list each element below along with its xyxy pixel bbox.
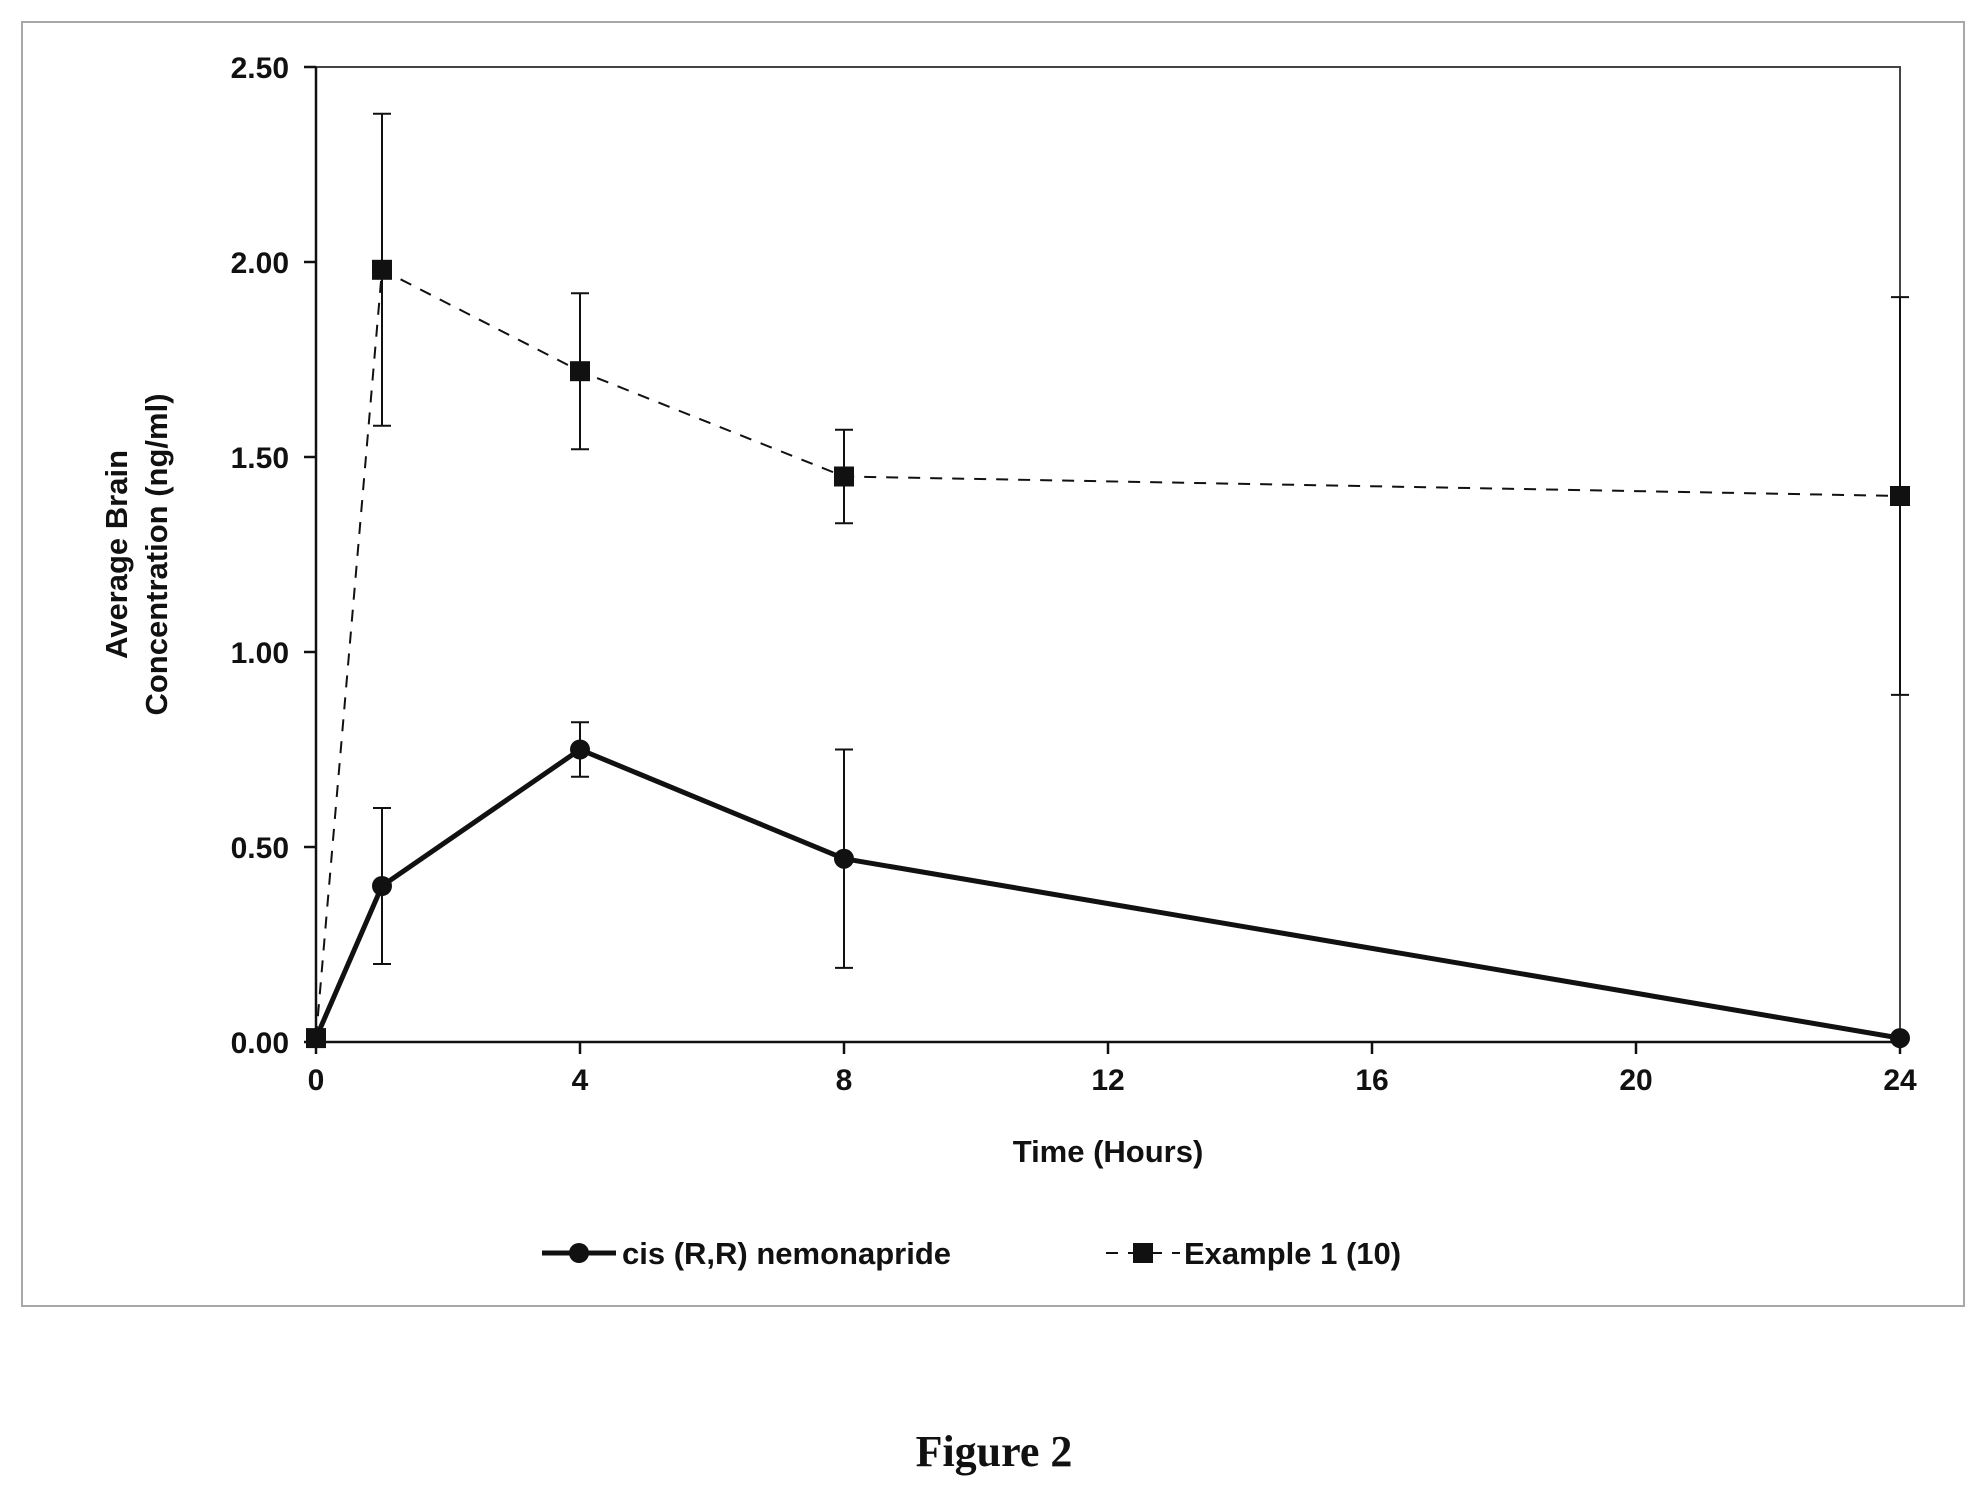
y-axis-title-line-2: Concentration (ng/ml) bbox=[139, 393, 174, 715]
chart-frame bbox=[21, 21, 1965, 1307]
y-tick-label: 0.00 bbox=[231, 1027, 289, 1060]
legend-marker-example-1 bbox=[1133, 1243, 1153, 1263]
x-tick-label: 4 bbox=[572, 1064, 589, 1097]
x-tick-label: 12 bbox=[1091, 1064, 1124, 1097]
x-tick-label: 8 bbox=[836, 1064, 853, 1097]
y-tick-label: 1.50 bbox=[231, 442, 289, 475]
plot-area-border bbox=[315, 66, 1901, 1043]
data-point bbox=[834, 466, 854, 487]
x-tick-label: 20 bbox=[1619, 1064, 1652, 1097]
x-tick-label: 0 bbox=[308, 1064, 325, 1097]
data-point bbox=[1890, 486, 1910, 506]
data-point bbox=[306, 1028, 326, 1049]
x-tick-label: 24 bbox=[1883, 1064, 1917, 1097]
y-tick-label: 0.50 bbox=[231, 832, 289, 865]
y-tick-label: 2.00 bbox=[231, 247, 289, 280]
legend-label-nemonapride: cis (R,R) nemonapride bbox=[622, 1236, 951, 1271]
data-point bbox=[372, 259, 392, 280]
legend-item-example-1: Example 1 (10) bbox=[1106, 1236, 1401, 1271]
legend-item-nemonapride: cis (R,R) nemonapride bbox=[542, 1236, 951, 1271]
legend-marker-nemonapride bbox=[569, 1243, 589, 1263]
chart: 0.00 0.50 1.00 1.50 2.00 2.50 0 4 8 12 16 20 24 Time… bbox=[99, 52, 1917, 1271]
legend: cis (R,R) nemonapride Example 1 (10) bbox=[542, 1236, 1401, 1271]
y-tick-label: 1.00 bbox=[231, 637, 289, 670]
legend-label-example-1: Example 1 (10) bbox=[1184, 1236, 1401, 1271]
y-axis-title-line-1: Average Brain bbox=[99, 450, 134, 659]
y-tick-label: 2.50 bbox=[231, 52, 289, 85]
x-tick-label: 16 bbox=[1355, 1064, 1388, 1097]
data-point bbox=[1890, 1028, 1910, 1049]
data-point bbox=[834, 848, 854, 869]
figure-caption: Figure 2 bbox=[915, 1427, 1073, 1476]
data-point bbox=[570, 739, 590, 760]
series-line-0 bbox=[313, 747, 1901, 1041]
x-axis-title: Time (Hours) bbox=[1013, 1134, 1204, 1169]
series-line-1 bbox=[315, 268, 1901, 1039]
data-point bbox=[570, 361, 590, 382]
data-point bbox=[372, 876, 392, 896]
